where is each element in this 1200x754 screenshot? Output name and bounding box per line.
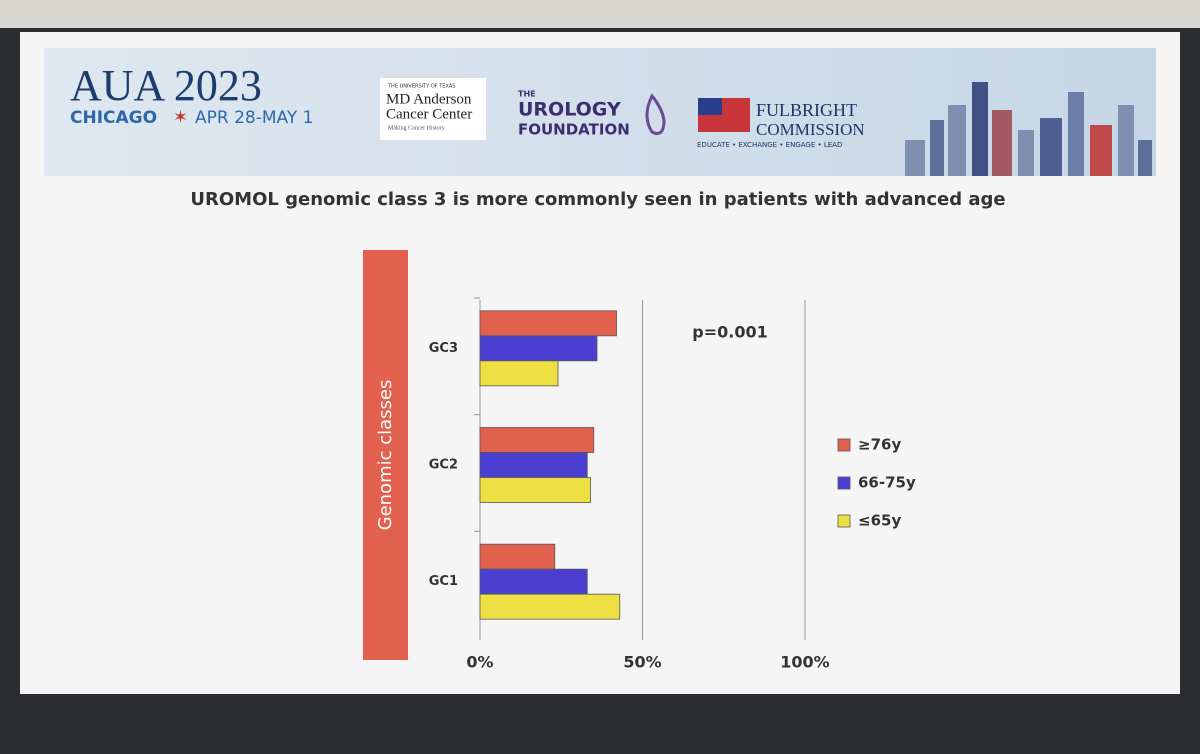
legend-swatch: [837, 438, 851, 452]
bar: [479, 360, 559, 387]
flag-icon: [698, 98, 722, 115]
header-band: [44, 48, 1156, 176]
chart-title: UROMOL genomic class 3 is more commonly …: [190, 189, 1005, 210]
conference: AUA 2023: [70, 61, 262, 110]
annotation: p=0.001: [692, 323, 767, 342]
y-tick-label: GC1: [429, 574, 458, 589]
dates: APR 28-MAY 1: [195, 108, 313, 128]
logo-text: COMMISSION: [756, 120, 865, 139]
legend-label: ≥76y: [858, 436, 901, 454]
city: CHICAGO: [70, 108, 157, 128]
legend-swatch: [837, 476, 851, 490]
logo-text: FULBRIGHT: [756, 100, 857, 120]
x-tick-label: 100%: [780, 653, 829, 672]
logo-text: THE: [518, 90, 536, 99]
legend-label: ≤65y: [858, 512, 901, 530]
logo-box: [380, 78, 486, 140]
bar: [479, 310, 617, 337]
bar: [479, 452, 588, 478]
x-tick-label: 50%: [623, 653, 661, 672]
y-tick-label: GC2: [429, 458, 458, 473]
logo-text: Making Cancer History: [388, 125, 445, 131]
skyline: [905, 82, 1152, 176]
bar: [479, 593, 621, 620]
drop-icon: [645, 93, 666, 135]
wall: [0, 0, 1200, 28]
bar: [479, 335, 598, 362]
bar: [479, 543, 556, 570]
logo-text: THE UNIVERSITY OF TEXAS: [387, 84, 455, 90]
logo-text: FOUNDATION: [518, 121, 630, 139]
legend-label: 66-75y: [858, 474, 916, 492]
logo-text: Cancer Center: [386, 106, 472, 122]
y-label-bar: [363, 250, 408, 660]
bar: [479, 477, 591, 503]
star: ✶: [173, 107, 188, 128]
x-tick-label: 0%: [466, 653, 493, 672]
logo-text: UROLOGY: [518, 99, 621, 121]
y-tick-label: GC3: [429, 341, 458, 356]
bar: [479, 427, 595, 453]
legend-swatch: [837, 514, 851, 528]
bar: [479, 568, 588, 595]
logo-text: EDUCATE • EXCHANGE • ENGAGE • LEAD: [697, 141, 842, 149]
y-axis-label: Genomic classes: [375, 380, 396, 531]
logo-text: MD Anderson: [386, 91, 472, 107]
